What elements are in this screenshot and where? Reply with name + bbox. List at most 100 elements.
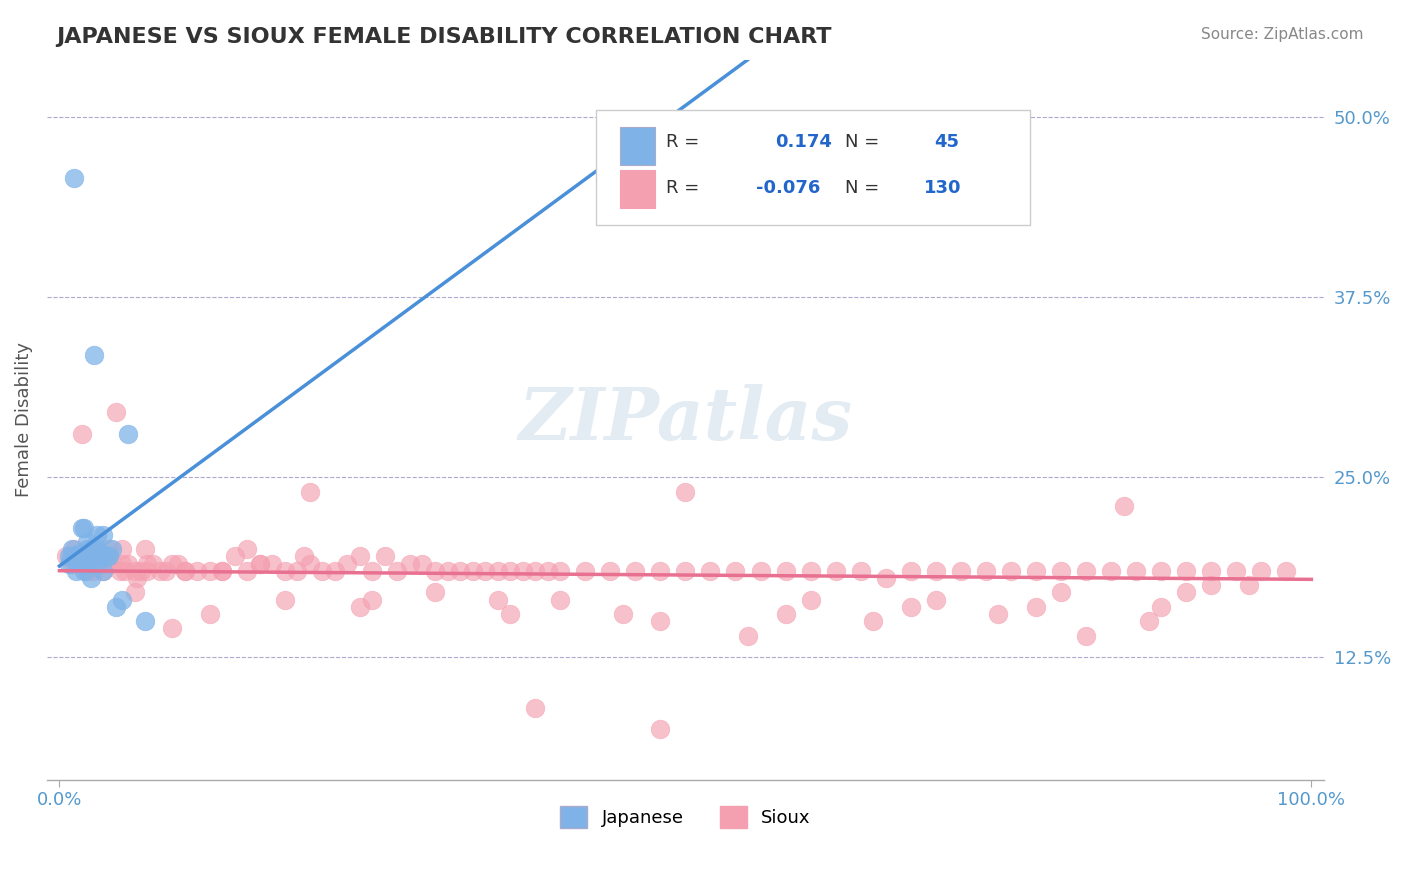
Point — [65, 564, 87, 578]
Point — [111, 592, 134, 607]
Point — [1050, 564, 1073, 578]
Point — [117, 427, 139, 442]
Point — [925, 592, 948, 607]
Point — [67, 552, 90, 566]
Point — [101, 542, 124, 557]
FancyBboxPatch shape — [620, 128, 655, 165]
Point — [80, 549, 103, 564]
Point — [1150, 564, 1173, 578]
Point — [987, 607, 1010, 621]
Text: 0.174: 0.174 — [775, 134, 832, 152]
Point — [86, 549, 108, 564]
Text: -0.076: -0.076 — [755, 178, 820, 197]
Point — [800, 564, 823, 578]
Point — [198, 564, 221, 578]
Point — [73, 549, 96, 564]
Point — [298, 484, 321, 499]
Point — [58, 557, 80, 571]
Point — [285, 564, 308, 578]
Point — [76, 557, 98, 571]
Point — [111, 557, 134, 571]
Point — [548, 592, 571, 607]
Point — [900, 564, 922, 578]
Point — [737, 629, 759, 643]
Point — [574, 564, 596, 578]
Point — [599, 564, 621, 578]
Point — [69, 549, 91, 564]
Point — [224, 549, 246, 564]
Point — [136, 557, 159, 571]
Point — [80, 542, 103, 557]
Point — [1025, 564, 1047, 578]
Point — [323, 564, 346, 578]
Point — [86, 542, 108, 557]
Point — [1074, 629, 1097, 643]
Point — [101, 557, 124, 571]
Point — [800, 592, 823, 607]
Point — [699, 564, 721, 578]
FancyBboxPatch shape — [620, 170, 655, 208]
Point — [249, 557, 271, 571]
Point — [749, 564, 772, 578]
FancyBboxPatch shape — [596, 110, 1031, 225]
Point — [1199, 578, 1222, 592]
Point — [673, 564, 696, 578]
Point — [186, 564, 208, 578]
Text: 130: 130 — [924, 178, 962, 197]
Point — [1275, 564, 1298, 578]
Point — [486, 564, 509, 578]
Point — [524, 700, 547, 714]
Point — [949, 564, 972, 578]
Point — [91, 564, 114, 578]
Point — [160, 621, 183, 635]
Point — [91, 564, 114, 578]
Point — [650, 723, 672, 737]
Point — [60, 557, 83, 571]
Text: ZIPatlas: ZIPatlas — [519, 384, 852, 455]
Point — [875, 571, 897, 585]
Point — [274, 564, 297, 578]
Text: R =: R = — [666, 178, 700, 197]
Point — [80, 571, 103, 585]
Point — [86, 549, 108, 564]
Point — [125, 571, 148, 585]
Point — [70, 427, 93, 442]
Point — [349, 599, 371, 614]
Point — [73, 520, 96, 534]
Point — [374, 549, 396, 564]
Point — [1074, 564, 1097, 578]
Point — [104, 599, 127, 614]
Point — [55, 549, 77, 564]
Point — [91, 547, 114, 561]
Point — [1025, 599, 1047, 614]
Point — [775, 564, 797, 578]
Point — [361, 564, 384, 578]
Point — [423, 564, 446, 578]
Point — [98, 542, 121, 557]
Point — [173, 564, 195, 578]
Point — [83, 545, 105, 559]
Point — [236, 542, 259, 557]
Point — [1099, 564, 1122, 578]
Y-axis label: Female Disability: Female Disability — [15, 343, 32, 497]
Point — [83, 564, 105, 578]
Point — [129, 564, 152, 578]
Point — [98, 549, 121, 564]
Point — [89, 549, 111, 564]
Point — [211, 564, 233, 578]
Point — [292, 549, 315, 564]
Point — [862, 614, 884, 628]
Point — [155, 564, 177, 578]
Point — [83, 348, 105, 362]
Point — [70, 557, 93, 571]
Point — [70, 520, 93, 534]
Point — [134, 614, 156, 628]
Point — [1000, 564, 1022, 578]
Point — [249, 557, 271, 571]
Point — [124, 585, 146, 599]
Point — [399, 557, 422, 571]
Text: R =: R = — [666, 134, 700, 152]
Point — [336, 557, 359, 571]
Legend: Japanese, Sioux: Japanese, Sioux — [553, 799, 818, 836]
Point — [104, 405, 127, 419]
